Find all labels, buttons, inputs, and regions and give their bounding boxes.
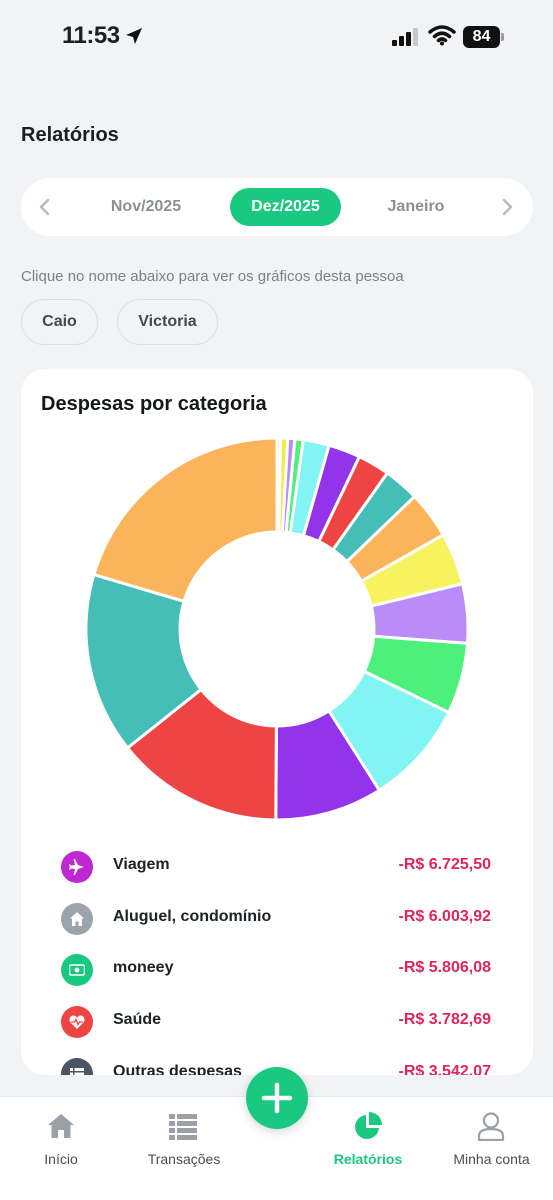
location-arrow-icon — [126, 28, 142, 44]
bottom-tab-bar: Início Transações Relatórios Minha conta — [0, 1096, 553, 1200]
legend-name: Viagem — [113, 856, 170, 873]
tab-label: Início — [44, 1151, 78, 1167]
home-icon — [61, 903, 93, 935]
tab-label: Relatórios — [333, 1151, 403, 1167]
battery-indicator: 84 — [463, 26, 505, 48]
month-current[interactable]: Dez/2025 — [230, 188, 341, 226]
donut-slice-16[interactable] — [92, 436, 279, 604]
chevron-left-icon[interactable] — [35, 197, 55, 217]
card-title: Despesas por categoria — [41, 393, 267, 415]
legend-value: -R$ 3.542,07 — [398, 1063, 491, 1075]
legend-item[interactable]: Outras despesas -R$ 3.542,07 — [61, 1054, 493, 1075]
donut-chart — [84, 436, 470, 822]
legend-name: Saúde — [113, 1011, 162, 1028]
month-prev[interactable]: Nov/2025 — [110, 198, 182, 215]
month-next[interactable]: Janeiro — [387, 198, 445, 215]
legend-name: Aluguel, condomínio — [113, 908, 272, 925]
pie-chart-icon — [355, 1112, 382, 1139]
legend-item[interactable]: Aluguel, condomínio -R$ 6.003,92 — [61, 899, 493, 939]
expenses-by-category-card: Despesas por categoria Viagem -R$ 6.725,… — [21, 369, 533, 1075]
status-bar: 11:53 84 — [0, 0, 553, 80]
list-icon — [61, 1058, 93, 1075]
legend-item[interactable]: Viagem -R$ 6.725,50 — [61, 847, 493, 887]
chevron-right-icon[interactable] — [497, 197, 517, 217]
legend-item[interactable]: moneey -R$ 5.806,08 — [61, 950, 493, 990]
legend-item[interactable]: Saúde -R$ 3.782,69 — [61, 1002, 493, 1042]
legend-value: -R$ 5.806,08 — [398, 959, 491, 976]
tab-transacoes[interactable]: Transações — [122, 1097, 246, 1200]
add-transaction-button[interactable] — [246, 1067, 308, 1129]
tab-label: Minha conta — [453, 1151, 530, 1167]
list-icon — [169, 1114, 197, 1140]
home-icon — [48, 1114, 74, 1138]
user-icon — [477, 1112, 505, 1141]
status-time: 11:53 — [62, 22, 120, 49]
people-hint: Clique no nome abaixo para ver os gráfic… — [21, 268, 404, 285]
legend-name: moneey — [113, 959, 174, 976]
tab-minha-conta[interactable]: Minha conta — [430, 1097, 553, 1200]
tab-label: Transações — [147, 1151, 221, 1167]
heart-pulse-icon — [61, 1006, 93, 1038]
page-title: Relatórios — [21, 124, 119, 146]
person-chip-caio[interactable]: Caio — [21, 299, 98, 345]
battery-tip — [501, 33, 504, 41]
legend-value: -R$ 6.725,50 — [398, 856, 491, 873]
legend-value: -R$ 3.782,69 — [398, 1011, 491, 1028]
person-chip-victoria[interactable]: Victoria — [117, 299, 218, 345]
tab-relatorios[interactable]: Relatórios — [306, 1097, 430, 1200]
wifi-icon — [428, 25, 456, 46]
battery-level: 84 — [463, 26, 500, 48]
money-icon — [61, 954, 93, 986]
cellular-signal-icon — [392, 28, 418, 46]
tab-inicio[interactable]: Início — [0, 1097, 122, 1200]
airplane-icon — [61, 851, 93, 883]
legend-value: -R$ 6.003,92 — [398, 908, 491, 925]
legend-name: Outras despesas — [113, 1063, 242, 1075]
month-switcher: Nov/2025 Dez/2025 Janeiro — [21, 178, 533, 236]
plus-icon — [261, 1082, 293, 1114]
